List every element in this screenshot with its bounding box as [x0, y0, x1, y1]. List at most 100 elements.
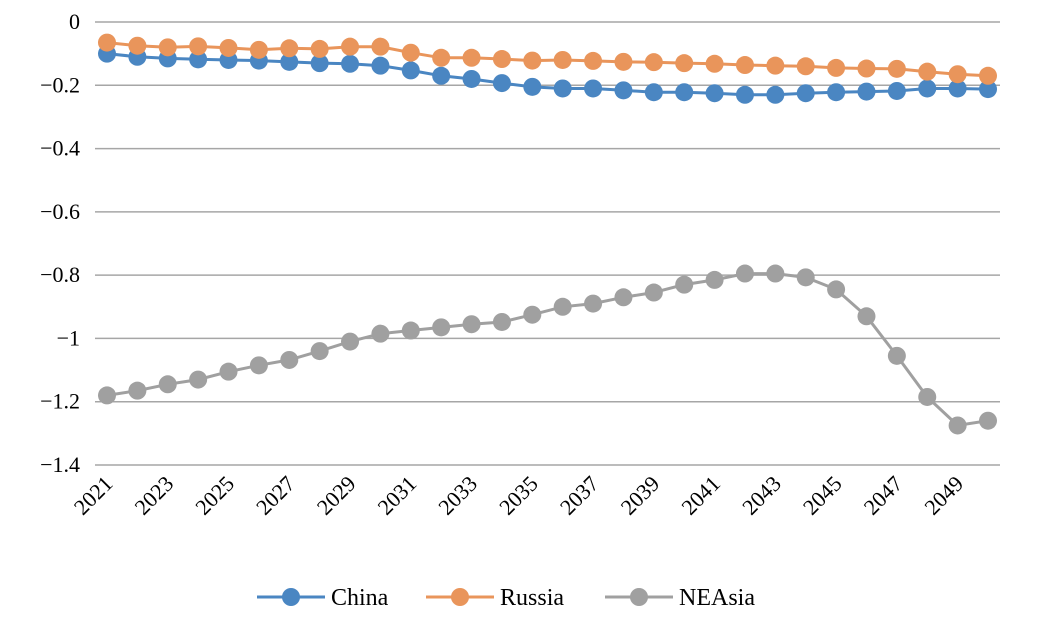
- data-point: [918, 62, 937, 81]
- data-point: [523, 77, 542, 96]
- data-point: [432, 48, 451, 67]
- data-point: [553, 79, 572, 98]
- data-point: [887, 346, 906, 365]
- data-point: [827, 58, 846, 77]
- legend-marker: [451, 588, 469, 606]
- data-point: [584, 79, 603, 98]
- x-tick-label: 2031: [373, 471, 422, 520]
- data-point: [280, 350, 299, 369]
- y-tick-label: −1: [57, 325, 80, 350]
- data-point: [827, 83, 846, 102]
- x-tick-label: 2043: [737, 471, 786, 520]
- data-point: [492, 50, 511, 69]
- data-point: [219, 38, 238, 57]
- legend-marker: [282, 588, 300, 606]
- data-point: [918, 387, 937, 406]
- data-point: [280, 39, 299, 58]
- data-point: [644, 83, 663, 102]
- data-point: [918, 79, 937, 98]
- data-point: [857, 59, 876, 78]
- data-point: [158, 375, 177, 394]
- data-point: [735, 85, 754, 104]
- data-point: [675, 83, 694, 102]
- data-point: [492, 312, 511, 331]
- y-tick-label: −0.2: [40, 72, 80, 97]
- data-point: [735, 264, 754, 283]
- x-tick-label: 2045: [798, 471, 847, 520]
- x-tick-label: 2025: [190, 471, 239, 520]
- data-point: [948, 79, 967, 98]
- data-point: [644, 53, 663, 72]
- data-point: [796, 84, 815, 103]
- data-point: [979, 66, 997, 85]
- y-tick-label: −0.4: [40, 136, 80, 161]
- data-point: [857, 307, 876, 326]
- data-point: [371, 324, 390, 343]
- data-point: [644, 283, 663, 302]
- x-tick-label: 2041: [676, 471, 725, 520]
- legend-item-russia: Russia: [426, 585, 564, 611]
- data-point: [492, 74, 511, 93]
- x-tick-label: 2049: [919, 471, 968, 520]
- legend-item-china: China: [257, 585, 389, 611]
- data-point: [371, 56, 390, 75]
- data-point: [735, 56, 754, 75]
- legend-marker: [630, 588, 648, 606]
- data-point: [189, 370, 208, 389]
- data-point: [827, 280, 846, 299]
- data-point: [432, 318, 451, 337]
- data-point: [98, 386, 116, 405]
- data-point: [675, 54, 694, 73]
- x-tick-label: 2029: [312, 471, 361, 520]
- data-point: [128, 36, 147, 55]
- data-point: [766, 264, 785, 283]
- series-russia: [98, 33, 997, 85]
- data-point: [401, 321, 420, 340]
- data-point: [341, 332, 360, 351]
- data-point: [887, 59, 906, 78]
- legend-item-neasia: NEAsia: [605, 585, 755, 611]
- data-point: [584, 51, 603, 70]
- legend: China Russia NEAsia: [257, 585, 755, 611]
- x-tick-label: 2021: [69, 471, 118, 520]
- x-tick-label: 2039: [616, 471, 665, 520]
- x-axis-tick-labels: 2021 2023 2025 2027 2029 2031 2033 2035 2037 2039…: [69, 471, 968, 520]
- data-point: [614, 288, 633, 307]
- y-tick-label: 0: [69, 9, 80, 34]
- legend-label: China: [331, 585, 389, 611]
- data-point: [432, 66, 451, 85]
- data-point: [675, 275, 694, 294]
- y-tick-label: −1.4: [40, 452, 80, 477]
- data-point: [796, 57, 815, 76]
- data-point: [462, 315, 481, 334]
- x-tick-label: 2027: [251, 471, 300, 520]
- data-point: [401, 43, 420, 62]
- x-tick-label: 2023: [130, 471, 179, 520]
- data-point: [158, 38, 177, 57]
- data-point: [766, 56, 785, 75]
- data-point: [341, 37, 360, 56]
- y-tick-label: −1.2: [40, 389, 80, 414]
- series-line-neasia: [106, 272, 989, 427]
- data-point: [219, 362, 238, 381]
- data-point: [310, 342, 329, 361]
- x-tick-label: 2033: [433, 471, 482, 520]
- data-point: [705, 270, 724, 289]
- data-point: [371, 37, 390, 56]
- data-point: [766, 85, 785, 104]
- data-point: [857, 82, 876, 101]
- data-point: [280, 52, 299, 71]
- data-point: [310, 39, 329, 58]
- data-point: [462, 48, 481, 67]
- y-tick-label: −0.8: [40, 262, 80, 287]
- gridlines: [95, 21, 1000, 466]
- data-point: [98, 33, 116, 52]
- data-point: [887, 81, 906, 100]
- data-point: [553, 50, 572, 69]
- data-point: [341, 54, 360, 73]
- data-point: [614, 52, 633, 71]
- data-point: [553, 297, 572, 316]
- data-point: [705, 84, 724, 103]
- data-point: [614, 81, 633, 100]
